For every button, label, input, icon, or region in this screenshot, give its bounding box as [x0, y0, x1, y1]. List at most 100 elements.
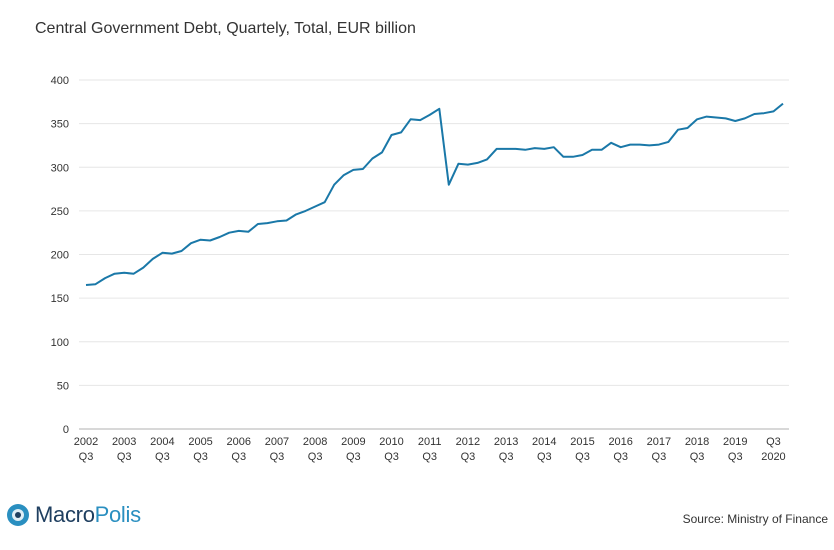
data-point — [647, 143, 652, 148]
data-point — [246, 229, 251, 234]
data-point — [274, 219, 279, 224]
x-tick-label-line1: 2003 — [112, 436, 136, 448]
x-tick-label-line2: Q3 — [422, 451, 437, 463]
data-point — [294, 212, 299, 217]
data-point — [84, 283, 89, 288]
data-point — [93, 282, 98, 287]
data-point — [714, 115, 719, 120]
data-point — [494, 146, 499, 151]
data-point — [618, 145, 623, 150]
x-tick-label-line1: 2013 — [494, 436, 518, 448]
data-point — [570, 154, 575, 159]
data-point — [666, 139, 671, 144]
data-point — [637, 142, 642, 147]
data-point — [379, 150, 384, 155]
macropolis-logo: MacroPolis — [6, 502, 141, 528]
data-point — [189, 241, 194, 246]
data-point — [695, 117, 700, 122]
logo-text-polis: Polis — [94, 502, 141, 527]
y-tick-label: 300 — [51, 162, 69, 174]
data-point — [513, 146, 518, 151]
x-tick-label-line2: 2020 — [761, 451, 785, 463]
data-point — [542, 146, 547, 151]
data-point — [322, 200, 327, 205]
data-point — [169, 251, 174, 256]
data-point — [332, 182, 337, 187]
x-tick-label-line1: 2014 — [532, 436, 556, 448]
data-point — [485, 157, 490, 162]
data-point — [599, 147, 604, 152]
x-tick-label-line2: Q3 — [79, 451, 94, 463]
data-point — [781, 101, 786, 106]
x-tick-label-line1: 2012 — [456, 436, 480, 448]
data-point — [742, 116, 747, 121]
data-point — [150, 256, 155, 261]
macropolis-logo-icon — [7, 504, 29, 526]
data-point — [580, 153, 585, 158]
data-point — [590, 147, 595, 152]
gridlines — [79, 79, 789, 430]
logo-text-macro: Macro — [35, 502, 95, 527]
data-point — [504, 146, 509, 151]
x-tick-label-line2: Q3 — [308, 451, 323, 463]
y-axis-ticks: 0 50 100 150 200 250 300 350 400 — [51, 75, 69, 436]
data-point — [179, 249, 184, 254]
data-point — [370, 156, 375, 161]
source-note: Source: Ministry of Finance — [682, 512, 828, 526]
data-point — [704, 114, 709, 119]
data-point — [131, 271, 136, 276]
data-point — [198, 237, 203, 242]
series-line-central-government-debt — [85, 102, 784, 286]
data-point — [341, 173, 346, 178]
data-point — [675, 127, 680, 132]
x-tick-label-line1: 2007 — [265, 436, 289, 448]
x-tick-label-line2: Q3 — [575, 451, 590, 463]
data-point — [628, 142, 633, 147]
data-point — [656, 142, 661, 147]
series-group — [84, 101, 786, 288]
y-tick-label: 100 — [51, 337, 69, 349]
x-tick-label-line1: 2019 — [723, 436, 747, 448]
data-point — [360, 166, 365, 171]
data-point — [532, 146, 537, 151]
data-point — [761, 111, 766, 116]
data-point — [437, 106, 442, 111]
y-tick-label: 350 — [51, 119, 69, 131]
y-tick-label: 250 — [51, 206, 69, 218]
data-point — [217, 235, 222, 240]
x-tick-label-line2: Q3 — [690, 451, 705, 463]
data-point — [418, 118, 423, 123]
data-point — [723, 116, 728, 121]
data-point — [208, 238, 213, 243]
x-tick-label-line1: 2011 — [418, 436, 442, 448]
y-tick-label: 200 — [51, 250, 69, 262]
x-tick-label-line2: Q3 — [193, 451, 208, 463]
data-point — [561, 154, 566, 159]
x-tick-label-line1: 2005 — [188, 436, 212, 448]
x-tick-label-line2: Q3 — [155, 451, 170, 463]
data-point — [771, 109, 776, 114]
x-tick-label-line2: Q3 — [652, 451, 667, 463]
data-point — [227, 230, 232, 235]
x-tick-label-line1: 2004 — [150, 436, 174, 448]
y-tick-label: 150 — [51, 293, 69, 305]
data-point — [523, 147, 528, 152]
data-point — [255, 221, 260, 226]
data-point — [685, 125, 690, 130]
data-point — [160, 250, 165, 255]
data-point — [265, 221, 270, 226]
y-tick-label: 0 — [63, 424, 69, 436]
data-point — [475, 160, 480, 165]
x-tick-label-line2: Q3 — [270, 451, 285, 463]
data-point — [236, 228, 241, 233]
x-tick-label-line1: 2015 — [570, 436, 594, 448]
data-point — [733, 119, 738, 124]
chart-title: Central Government Debt, Quartely, Total… — [35, 20, 416, 37]
data-point — [112, 271, 117, 276]
data-point — [141, 265, 146, 270]
y-tick-label: 400 — [51, 75, 69, 87]
data-point — [752, 112, 757, 117]
data-point — [122, 270, 127, 275]
x-tick-label-line2: Q3 — [499, 451, 514, 463]
